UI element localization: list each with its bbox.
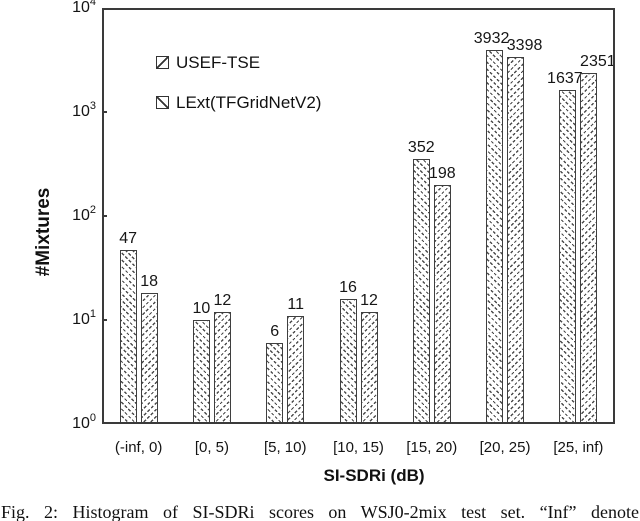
x-tick-label: (-inf, 0)	[114, 439, 163, 456]
bar-value-label: 6	[270, 323, 280, 341]
y-tick-mark	[102, 215, 107, 217]
legend-label: LExt(TFGridNetV2)	[176, 93, 322, 112]
bar-value-label: 16	[339, 278, 357, 296]
legend-item-usef-tse: USEF-TSE	[156, 54, 260, 71]
legend-item-lext: LExt(TFGridNetV2)	[156, 94, 321, 111]
bar-lext	[433, 185, 451, 424]
bar-usef-tse	[486, 50, 504, 424]
y-tick-label: 101	[72, 307, 96, 328]
bar-usef-tse	[266, 343, 284, 424]
bar-lext	[507, 56, 525, 424]
bar-value-label: 11	[287, 295, 305, 313]
x-tick-label: [20, 25)	[479, 439, 531, 456]
bar-usef-tse	[412, 159, 430, 424]
bar-value-label: 3398	[506, 36, 543, 54]
bar-lext	[360, 311, 378, 424]
bar-value-label: 47	[119, 230, 138, 248]
bar-usef-tse	[339, 298, 357, 424]
bar-usef-tse	[119, 250, 137, 424]
legend-label: USEF-TSE	[176, 53, 261, 72]
bar-value-label: 1637	[547, 69, 583, 87]
bar-value-label: 2351	[580, 53, 616, 71]
bar-lext	[140, 293, 158, 424]
x-axis-title: SI-SDRi (dB)	[323, 466, 425, 485]
bar-usef-tse	[559, 89, 577, 424]
y-tick-label: 103	[72, 99, 96, 120]
bar-value-label: 198	[428, 165, 456, 183]
y-tick-label: 104	[72, 0, 96, 16]
bar-value-label: 352	[407, 139, 435, 157]
bar-lext	[287, 315, 305, 424]
x-tick-label: [0, 5)	[194, 439, 230, 456]
y-tick-label: 100	[72, 411, 96, 432]
y-tick-label: 102	[72, 203, 96, 224]
x-tick-label: [5, 10)	[263, 439, 307, 456]
legend-marker-backslash-icon	[156, 56, 169, 69]
bar-lext	[213, 311, 231, 424]
y-tick-mark	[102, 319, 107, 321]
x-tick-label: [10, 15)	[333, 439, 384, 456]
bar-lext	[580, 73, 598, 424]
x-tick-label: [15, 20)	[406, 439, 458, 456]
bar-value-label: 12	[360, 291, 378, 309]
legend-marker-slash-icon	[156, 96, 169, 109]
y-axis-title: #Mixtures	[33, 187, 54, 277]
bar-value-label: 18	[140, 273, 159, 291]
bar-value-label: 3932	[473, 30, 510, 48]
x-tick-label: [25, inf)	[553, 439, 604, 456]
figure-caption: Fig. 2: Histogram of SI-SDRi scores on W…	[1, 502, 639, 521]
bar-value-label: 10	[192, 300, 211, 317]
y-tick-mark	[102, 111, 107, 113]
bar-usef-tse	[192, 320, 210, 424]
plot-area: 47 18 10 12 6 11 16 12 352 198 3932 3398 1637 2351	[102, 8, 616, 424]
bar-value-label: 12	[213, 291, 232, 309]
